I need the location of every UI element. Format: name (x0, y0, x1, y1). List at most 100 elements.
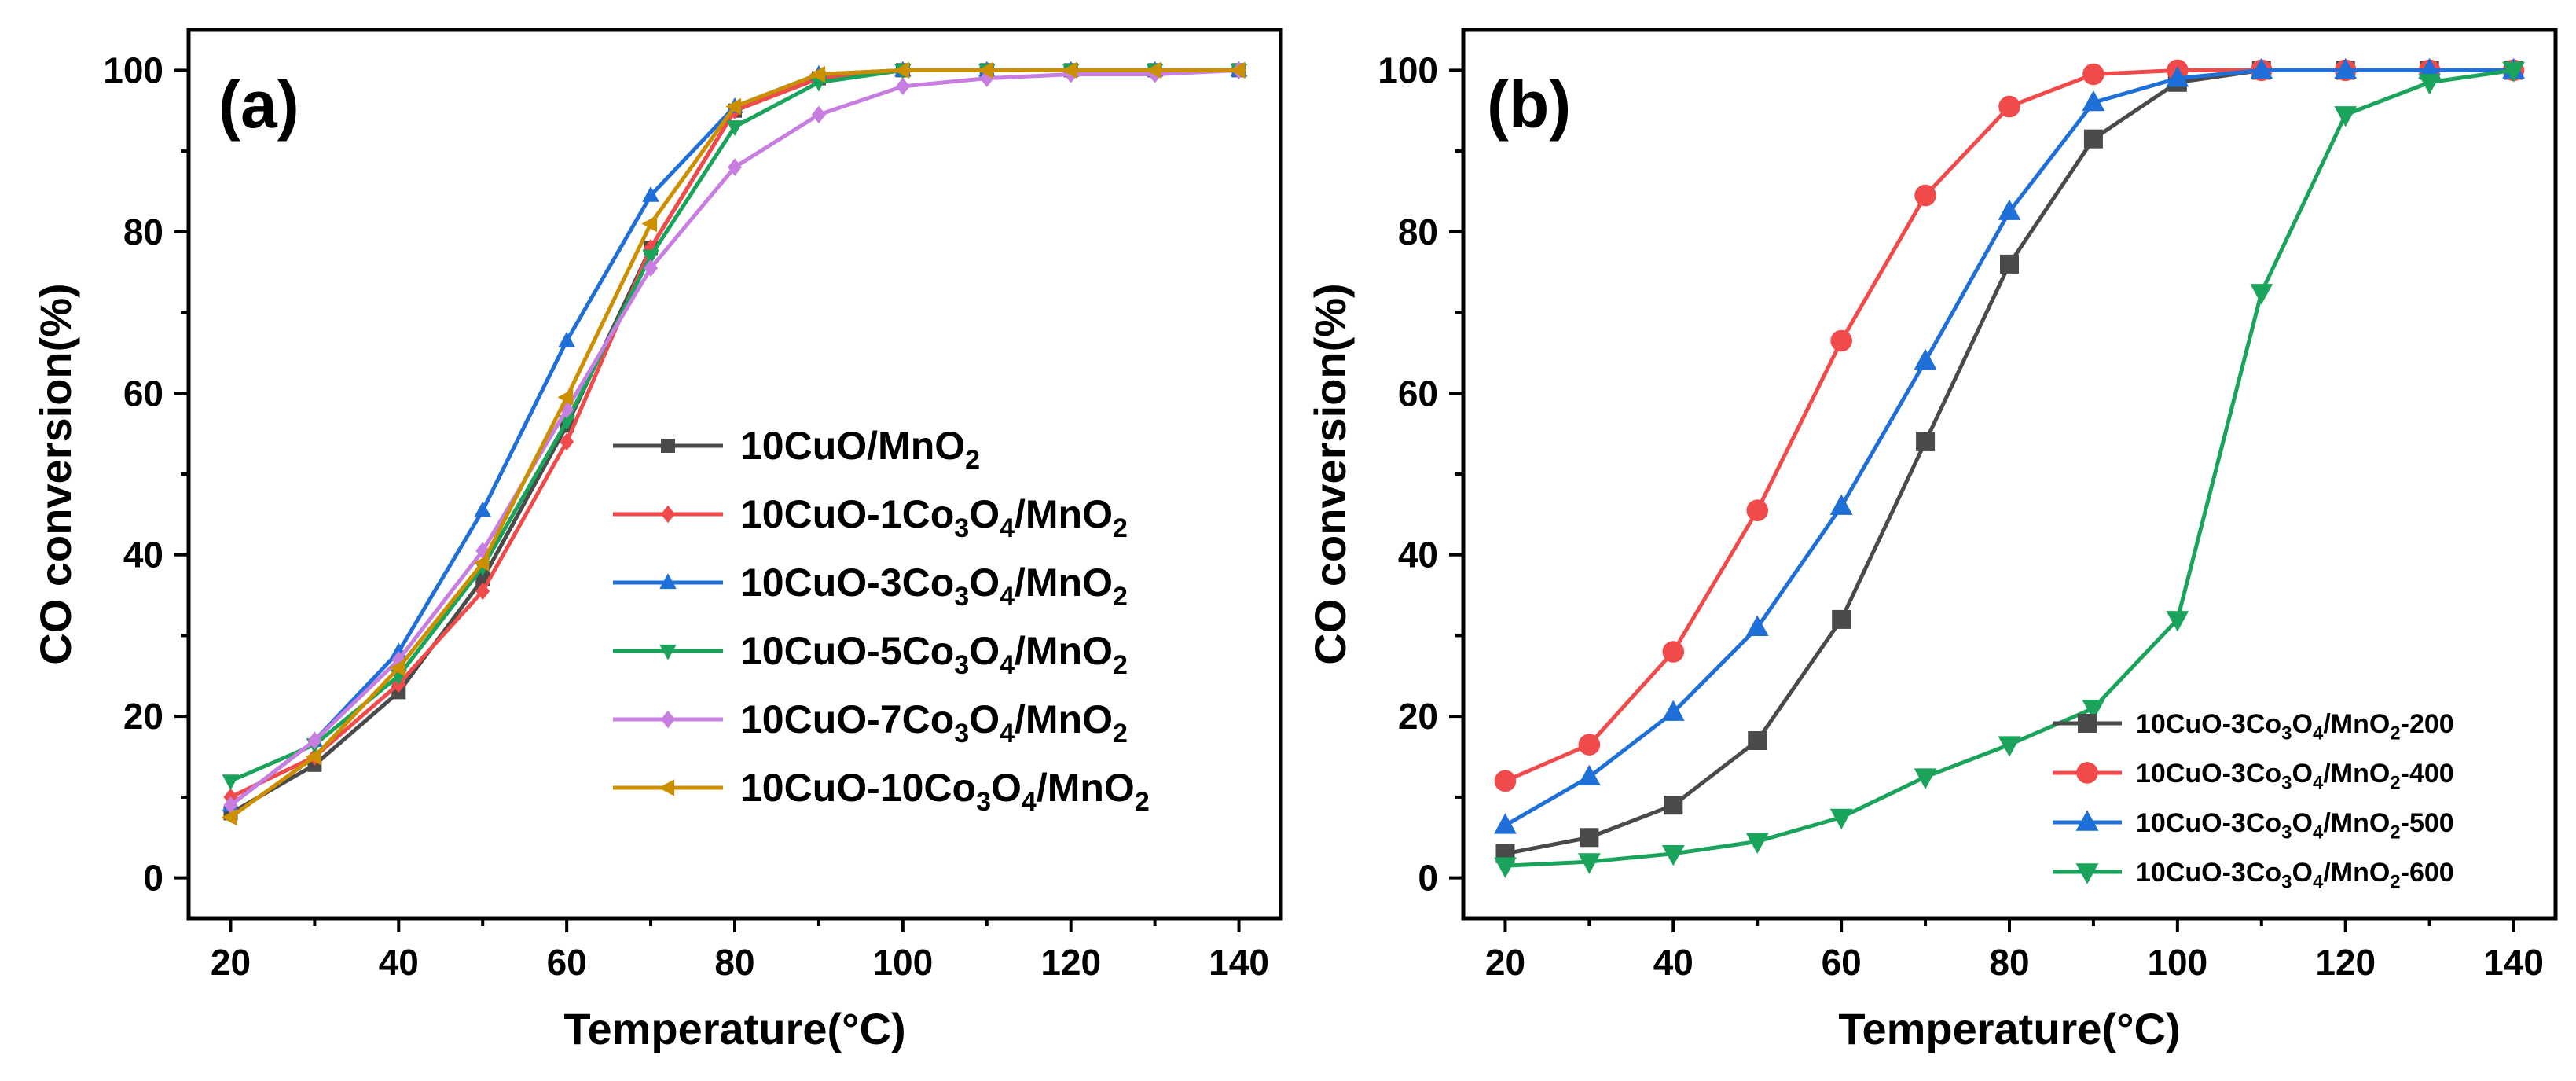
legend-text-part: 10CuO-3Co (2136, 709, 2281, 739)
data-point (1998, 736, 2021, 757)
data-point (1916, 432, 1936, 451)
panel-label: (b) (1487, 68, 1571, 142)
legend-text-part: O (969, 629, 1000, 673)
data-point (1746, 499, 1769, 522)
y-tick-label: 100 (1378, 50, 1438, 90)
legend-label: 10CuO-10Co3O4/MnO2 (740, 766, 1150, 817)
legend-text-part: -200 (2401, 709, 2454, 739)
series-10cuo-3co3o4-mno2-400 (1494, 59, 2525, 792)
data-point (642, 249, 659, 266)
data-point (560, 432, 574, 451)
data-point (307, 731, 322, 750)
data-point (2334, 57, 2358, 79)
data-point (895, 77, 910, 96)
legend-text-part: O (2292, 858, 2313, 888)
legend-subscript: 2 (2390, 871, 2400, 892)
data-point (641, 215, 658, 233)
legend-text-part: /MnO (1015, 561, 1113, 605)
legend-subscript: 3 (976, 787, 991, 817)
legend-marker (2075, 810, 2099, 831)
legend-subscript: 2 (2390, 723, 2400, 744)
legend-text-part: O (2292, 808, 2313, 838)
legend-text-part: 10CuO-1Co (740, 492, 954, 536)
legend-marker (2078, 714, 2097, 733)
chart-panel-a: 20 40 60 80 100 120 140 0 20 40 60 80 100 Temperature… (31, 28, 1283, 1053)
data-point (475, 582, 490, 601)
legend-item: 10CuO-1Co3O4/MnO2 (613, 492, 1128, 543)
data-point (2000, 254, 2019, 274)
data-point (223, 796, 238, 814)
data-point (473, 554, 490, 572)
legend-label: 10CuO-3Co3O4/MnO2-200 (2136, 709, 2454, 744)
data-point (557, 388, 574, 406)
legend-text-part: /MnO (1015, 697, 1113, 741)
data-point (2082, 90, 2105, 112)
data-point (1745, 833, 1769, 855)
x-tick-label: 120 (2315, 942, 2376, 983)
legend-label: 10CuO-5Co3O4/MnO2 (740, 629, 1128, 680)
legend-subscript: 4 (1000, 582, 1015, 612)
y-axis-title: CO conversion(%) (1305, 283, 1355, 664)
data-point (2082, 700, 2105, 721)
y-tick-label: 80 (123, 211, 163, 252)
legend-text-part: O (2292, 709, 2313, 739)
x-tick-label: 40 (1653, 942, 1693, 983)
legend-subscript: 4 (1000, 650, 1015, 680)
y-tick-label: 80 (1398, 211, 1438, 252)
data-point (894, 61, 909, 79)
legend-subscript: 2 (1135, 787, 1150, 817)
data-point (1661, 845, 1685, 866)
legend-text-part: O (969, 561, 1000, 605)
data-point (2166, 66, 2189, 87)
legend: 10CuO/MnO210CuO-1Co3O4/MnO210CuO-3Co3O4/… (613, 424, 1150, 817)
legend-text-part: 10CuO/MnO (740, 424, 965, 468)
data-point (1494, 813, 1517, 834)
x-tick-label: 80 (1989, 942, 2029, 983)
legend-text-part: /MnO (1015, 629, 1113, 673)
data-point (1832, 609, 1851, 629)
legend-item: 10CuO-3Co3O4/MnO2-400 (2053, 759, 2454, 793)
x-tick-label: 120 (1040, 942, 1101, 983)
x-tick-label: 100 (2147, 942, 2207, 983)
y-tick-label: 60 (1398, 373, 1438, 414)
y-tick-label: 20 (1398, 696, 1438, 737)
data-point (221, 808, 237, 826)
data-point (978, 61, 993, 79)
legend-subscript: 3 (2281, 871, 2292, 892)
data-point (2250, 57, 2273, 79)
data-point (1662, 641, 1685, 663)
x-tick-label: 40 (379, 942, 419, 983)
legend: 10CuO-3Co3O4/MnO2-20010CuO-3Co3O4/MnO2-4… (2053, 709, 2454, 892)
data-point (1914, 768, 1937, 789)
series-10cuo-3co3o4-mno2-600 (1494, 61, 2525, 878)
legend-marker (659, 644, 677, 660)
legend-subscript: 2 (1113, 719, 1128, 748)
legend-subscript: 2 (965, 445, 980, 475)
legend-subscript: 2 (1113, 582, 1128, 612)
panel-label: (a) (218, 68, 299, 142)
legend-text-part: /MnO (2323, 808, 2390, 838)
legend-subscript: 3 (954, 513, 969, 543)
legend-subscript: 3 (2281, 723, 2292, 744)
legend-text-part: O (2292, 759, 2313, 789)
legend-marker (661, 505, 675, 524)
legend-text-part: O (991, 766, 1022, 810)
x-tick-label: 60 (547, 942, 587, 983)
data-point (1664, 796, 1683, 815)
legend-subscript: 4 (2313, 772, 2324, 793)
legend-subscript: 4 (2313, 822, 2324, 843)
legend-item: 10CuO-3Co3O4/MnO2-600 (2053, 858, 2454, 892)
data-point (1577, 853, 1601, 874)
legend-subscript: 2 (2390, 772, 2400, 793)
data-point (1998, 95, 2020, 118)
data-point (474, 501, 492, 517)
legend-label: 10CuO-3Co3O4/MnO2-400 (2136, 759, 2454, 793)
legend-text-part: -600 (2401, 858, 2454, 888)
data-point (726, 120, 743, 136)
data-point (728, 158, 742, 176)
series-line (229, 68, 1239, 807)
y-tick-label: 40 (1398, 535, 1438, 575)
data-point (1577, 764, 1601, 786)
legend-text-part: 10CuO-3Co (2136, 858, 2281, 888)
